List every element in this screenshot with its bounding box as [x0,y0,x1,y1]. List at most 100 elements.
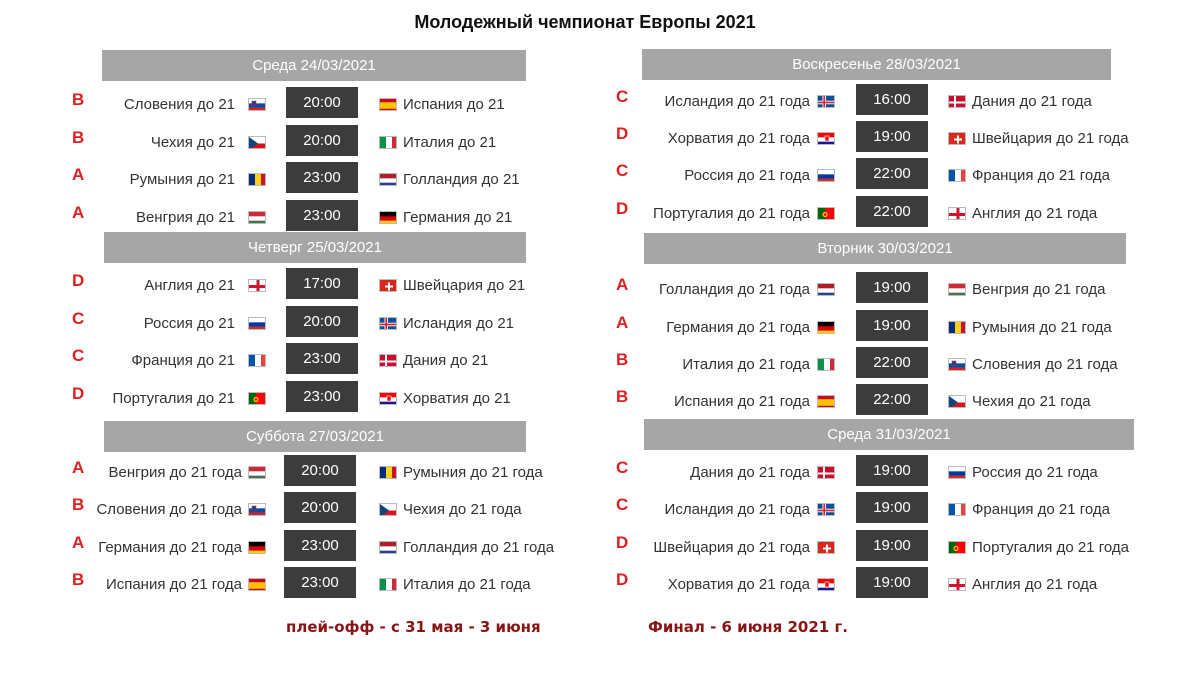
italy-flag-icon [379,578,397,591]
home-team: Германия до 21 года [666,319,810,336]
group-letter: D [616,124,629,143]
away-team: Россия до 21 года [972,464,1098,481]
home-team: Германия до 21 года [98,539,242,556]
final-note: Финал - 6 июня 2021 г. [648,618,849,636]
home-team: Хорватия до 21 года [667,130,810,147]
russia-flag-icon [248,317,266,330]
home-team: Словения до 21 [123,96,235,113]
slovenia-flag-icon [248,503,266,516]
kickoff-time: 22:00 [856,384,928,415]
match-row: B Словения до 21 20:00 Испания до 21 [68,87,628,124]
match-row: D Португалия до 21 года 22:00 Англия до 21 … [612,196,1172,233]
group-letter: C [616,458,629,477]
kickoff-time: 23:00 [286,162,358,193]
group-letter: B [72,570,85,589]
away-team: Португалия до 21 года [972,539,1129,556]
away-team: Дания до 21 [403,352,489,369]
kickoff-time: 19:00 [856,567,928,598]
kickoff-time: 16:00 [856,84,928,115]
germany-flag-icon [248,541,266,554]
iceland-flag-icon [379,317,397,330]
group-letter: C [616,161,629,180]
day-header: Среда 31/03/2021 [644,419,1134,450]
switzerland-flag-icon [379,279,397,292]
away-team: Словения до 21 года [972,356,1118,373]
home-team: Голландия до 21 года [658,281,810,298]
denmark-flag-icon [817,466,835,479]
day-header: Суббота 27/03/2021 [104,421,526,452]
away-team: Франция до 21 года [972,167,1110,184]
kickoff-time: 19:00 [856,455,928,486]
away-team: Голландия до 21 [403,171,520,188]
netherlands-flag-icon [379,173,397,186]
away-team: Румыния до 21 года [972,319,1112,336]
match-row: D Хорватия до 21 года 19:00 Англия до 21 го… [612,567,1172,604]
away-team: Дания до 21 года [972,93,1092,110]
group-letter: D [616,570,629,589]
czech-flag-icon [948,395,966,408]
england-flag-icon [948,207,966,220]
group-letter: A [616,313,629,332]
italy-flag-icon [817,358,835,371]
group-letter: D [616,199,629,218]
kickoff-time: 23:00 [284,567,356,598]
kickoff-time: 20:00 [286,87,358,118]
away-team: Италия до 21 [403,134,497,151]
croatia-flag-icon [817,578,835,591]
away-team: Англия до 21 года [972,205,1098,222]
home-team: Португалия до 21 [112,390,235,407]
iceland-flag-icon [817,95,835,108]
kickoff-time: 19:00 [856,492,928,523]
match-row: B Чехия до 21 20:00 Италия до 21 [68,125,628,162]
group-letter: C [72,309,85,328]
kickoff-time: 19:00 [856,121,928,152]
denmark-flag-icon [379,354,397,367]
group-letter: D [72,271,85,290]
slovenia-flag-icon [948,358,966,371]
home-team: Румыния до 21 [129,171,235,188]
spain-flag-icon [248,578,266,591]
home-team: Венгрия до 21 года [108,464,242,481]
match-row: D Хорватия до 21 года 19:00 Швейцария до 21… [612,121,1172,158]
match-row: D Англия до 21 17:00 Швейцария до 21 [68,268,628,305]
home-team: Словения до 21 года [96,501,242,518]
kickoff-time: 19:00 [856,530,928,561]
away-team: Чехия до 21 года [403,501,522,518]
slovenia-flag-icon [248,98,266,111]
france-flag-icon [948,169,966,182]
group-letter: A [72,458,85,477]
kickoff-time: 19:00 [856,272,928,303]
match-row: A Германия до 21 года 23:00 Голландия до 21… [68,530,628,567]
home-team: Испания до 21 года [673,393,810,410]
away-team: Италия до 21 года [403,576,531,593]
group-letter: B [72,128,85,147]
czech-flag-icon [248,136,266,149]
netherlands-flag-icon [379,541,397,554]
group-letter: C [616,495,629,514]
away-team: Исландия до 21 [403,315,515,332]
kickoff-time: 22:00 [856,196,928,227]
match-row: A Голландия до 21 года 19:00 Венгрия до 21 … [612,272,1172,309]
czech-flag-icon [379,503,397,516]
group-letter: A [616,275,629,294]
germany-flag-icon [817,321,835,334]
home-team: Исландия до 21 года [664,501,810,518]
kickoff-time: 20:00 [284,455,356,486]
home-team: Англия до 21 [144,277,235,294]
kickoff-time: 23:00 [286,381,358,412]
away-team: Англия до 21 года [972,576,1098,593]
romania-flag-icon [248,173,266,186]
match-row: C Франция до 21 23:00 Дания до 21 [68,343,628,380]
home-team: Испания до 21 года [105,576,242,593]
group-letter: B [616,350,629,369]
romania-flag-icon [948,321,966,334]
hungary-flag-icon [248,211,266,224]
switzerland-flag-icon [948,132,966,145]
spain-flag-icon [817,395,835,408]
group-letter: D [616,533,629,552]
match-row: D Швейцария до 21 года 19:00 Португалия до … [612,530,1172,567]
switzerland-flag-icon [817,541,835,554]
away-team: Чехия до 21 года [972,393,1091,410]
match-row: C Исландия до 21 года 16:00 Дания до 21 год… [612,84,1172,121]
france-flag-icon [948,503,966,516]
